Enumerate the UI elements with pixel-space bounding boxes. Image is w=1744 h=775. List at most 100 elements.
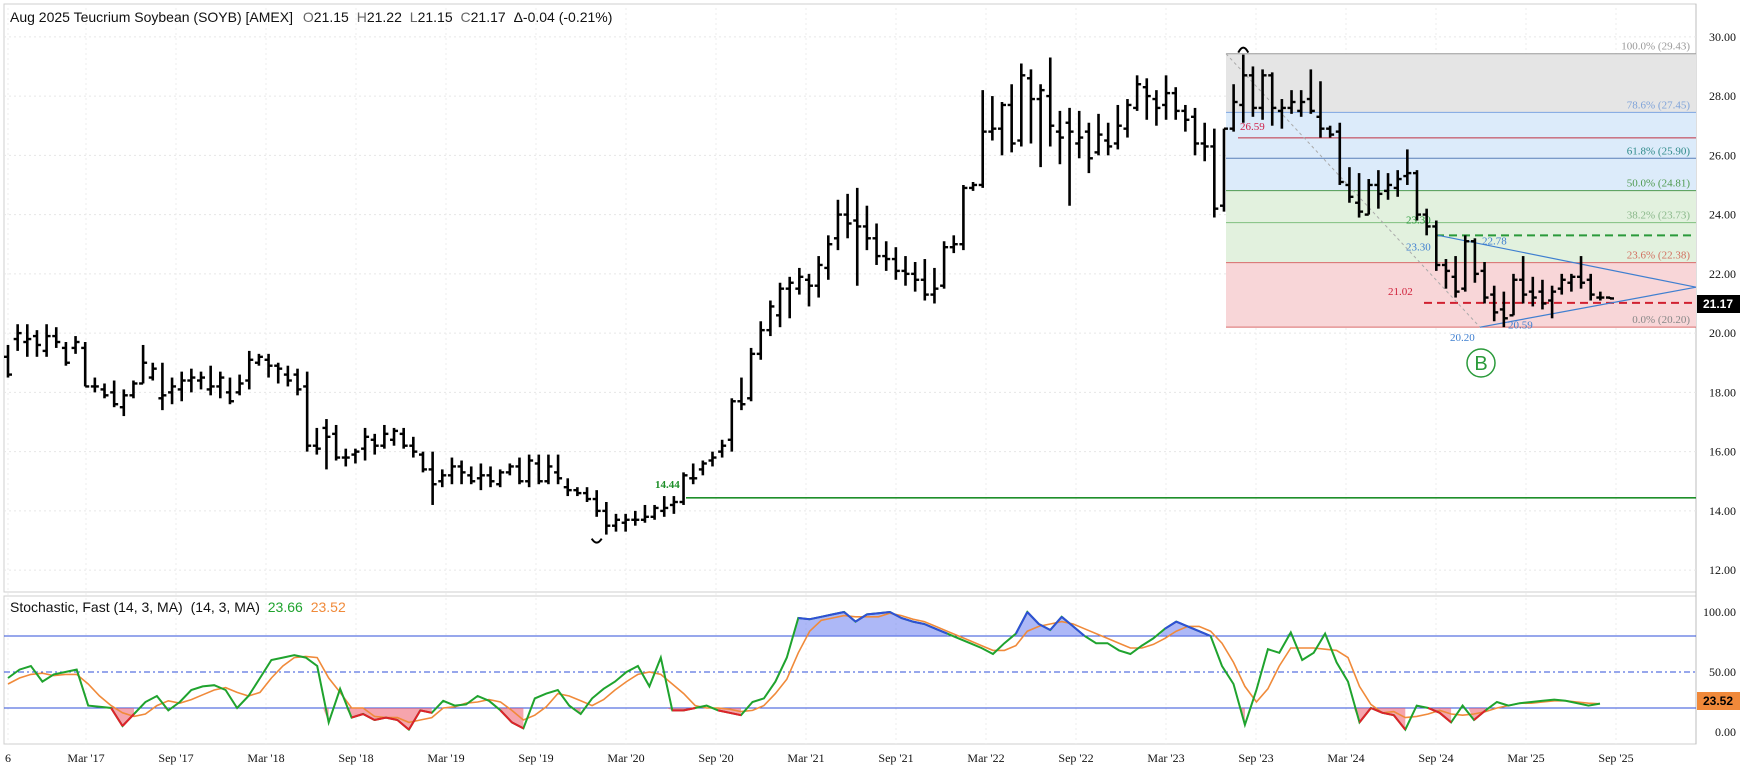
x-tick-label: Mar '22 bbox=[967, 751, 1004, 765]
open-value: 21.15 bbox=[314, 9, 349, 25]
triangle-lower-line bbox=[1479, 286, 1697, 328]
stochastic-k-segment bbox=[912, 620, 925, 625]
price-overlays: 14.44 26.59 23.30 23.30 21.02 22.78 20.20 20.59… bbox=[590, 46, 1697, 544]
fib-level-label: 61.8% (25.90) bbox=[1627, 145, 1691, 157]
stochastic-k-segment bbox=[1164, 620, 1177, 630]
x-tick-label: Mar '23 bbox=[1147, 751, 1184, 765]
stochastic-d-line bbox=[7, 612, 1601, 724]
fib-zone bbox=[1226, 222, 1696, 263]
stochastic-k-segment bbox=[1175, 620, 1189, 628]
price-y-tick-label: 22.00 bbox=[1709, 267, 1736, 281]
high-label: H bbox=[357, 9, 367, 25]
swing-high-arc bbox=[1237, 46, 1250, 54]
x-tick-label: Sep '18 bbox=[338, 751, 373, 765]
stochastic-k-segment bbox=[1198, 630, 1211, 637]
price-panel-title: Aug 2025 Teucrium Soybean (SOYB) [AMEX] … bbox=[10, 9, 612, 25]
price-y-tick-label: 18.00 bbox=[1709, 385, 1736, 399]
high-value: 21.22 bbox=[367, 9, 402, 25]
stochastic-k-segment bbox=[901, 617, 914, 623]
fib-level-label: 50.0% (24.81) bbox=[1627, 178, 1691, 190]
stochastic-k-segment bbox=[1370, 707, 1383, 714]
x-tick-label: Mar '17 bbox=[67, 751, 104, 765]
resistance-label-blue: 23.30 bbox=[1406, 241, 1431, 253]
stochastic-k-segment bbox=[798, 617, 810, 621]
close-value: 21.17 bbox=[471, 9, 506, 25]
price-y-tick-label: 14.00 bbox=[1709, 504, 1736, 518]
change-value: Δ-0.04 (-0.21%) bbox=[514, 9, 613, 25]
x-tick-label: Mar '25 bbox=[1507, 751, 1544, 765]
stochastic-k-segment bbox=[717, 709, 730, 714]
instrument-name: Aug 2025 Teucrium Soybean (SOYB) [AMEX] bbox=[10, 9, 293, 25]
fib-zone bbox=[1226, 112, 1696, 159]
stochastic-lines bbox=[4, 610, 1696, 732]
fib-diagonal bbox=[1225, 53, 1481, 328]
stochastic-k-segment bbox=[809, 615, 822, 621]
stochastic-y-tick-label: 100.00 bbox=[1703, 605, 1736, 619]
stochastic-k-segment bbox=[935, 627, 948, 635]
stochastic-k-segment bbox=[729, 711, 742, 717]
swing-low-arc bbox=[590, 538, 603, 544]
stochastic-k-segment bbox=[511, 721, 524, 730]
stochastic-k-segment bbox=[866, 612, 879, 616]
price-y-tick-label: 24.00 bbox=[1709, 208, 1736, 222]
wave-b-label: B bbox=[1474, 353, 1487, 375]
stochastic-params: (14, 3, MA) bbox=[191, 599, 260, 615]
stochastic-k-segment bbox=[855, 613, 868, 623]
x-tick-label: Mar '20 bbox=[607, 751, 644, 765]
stochastic-k-segment bbox=[820, 613, 833, 618]
stochastic-y-tick-label: 50.00 bbox=[1709, 665, 1736, 679]
support-label-21-02: 21.02 bbox=[1388, 286, 1413, 298]
close-label: C bbox=[461, 9, 471, 25]
stochastic-k-segment bbox=[1038, 623, 1051, 631]
x-tick-label: Sep '19 bbox=[518, 751, 553, 765]
stochastic-k-segment bbox=[843, 611, 857, 623]
stochastic-k-segment bbox=[1049, 616, 1063, 631]
x-tick-label: Mar '19 bbox=[427, 751, 464, 765]
last-price-badge: 21.17 bbox=[1697, 295, 1740, 313]
low-label: L bbox=[410, 9, 418, 25]
stochastic-oversold-fill bbox=[105, 708, 134, 726]
stochastic-k-segment bbox=[878, 611, 891, 615]
grid-lines bbox=[4, 8, 1696, 744]
x-tick-label: Sep '23 bbox=[1238, 751, 1273, 765]
fib-zone bbox=[1226, 190, 1696, 223]
red-level-label: 26.59 bbox=[1240, 121, 1265, 133]
price-y-tick-label: 16.00 bbox=[1709, 445, 1736, 459]
stochastic-k-segment bbox=[889, 611, 902, 619]
x-tick-label: Sep '21 bbox=[878, 751, 913, 765]
support-level-label: 14.44 bbox=[655, 479, 680, 491]
stochastic-name: Stochastic, Fast (14, 3, MA) bbox=[10, 599, 183, 615]
x-tick-label: Sep '20 bbox=[698, 751, 733, 765]
x-tick-label: Mar '21 bbox=[787, 751, 824, 765]
stochastic-k-segment bbox=[499, 709, 513, 724]
stochastic-k-segment bbox=[420, 709, 432, 714]
fib-zone bbox=[1226, 158, 1696, 191]
stochastic-panel-title: Stochastic, Fast (14, 3, MA) (14, 3, MA)… bbox=[10, 599, 346, 615]
stochastic-k-segment bbox=[1382, 711, 1395, 717]
label-22-78: 22.78 bbox=[1482, 236, 1507, 248]
stochastic-k-segment bbox=[832, 611, 845, 616]
x-tick-label: Sep '17 bbox=[158, 751, 193, 765]
x-tick-label: Mar '18 bbox=[247, 751, 284, 765]
stochastic-k-segment bbox=[923, 623, 937, 630]
stochastic-k-segment bbox=[1358, 707, 1372, 724]
x-tick-label: Sep '22 bbox=[1058, 751, 1093, 765]
stochastic-k-segment bbox=[1439, 712, 1452, 724]
stochastic-k-segment bbox=[1393, 714, 1407, 731]
triangle-upper-line bbox=[1437, 234, 1697, 288]
stochastic-k-segment bbox=[1072, 625, 1086, 637]
x-tick-label: 6 bbox=[5, 751, 11, 765]
stochastic-k-segment bbox=[110, 707, 124, 727]
price-y-tick-label: 30.00 bbox=[1709, 30, 1736, 44]
stochastic-k-segment bbox=[683, 707, 696, 712]
stochastic-oversold-fill bbox=[345, 708, 432, 730]
ohlc-bars bbox=[4, 54, 1614, 535]
fib-level-label: 78.6% (27.45) bbox=[1627, 99, 1691, 111]
stochastic-k-segment bbox=[1427, 707, 1441, 714]
last-price-text: 21.17 bbox=[1703, 297, 1733, 311]
fib-level-label: 0.0% (20.20) bbox=[1632, 314, 1690, 326]
stochastic-k-segment bbox=[1187, 625, 1200, 633]
stochastic-y-tick-label: 0.00 bbox=[1715, 725, 1736, 739]
resistance-label-green: 23.30 bbox=[1406, 214, 1431, 226]
